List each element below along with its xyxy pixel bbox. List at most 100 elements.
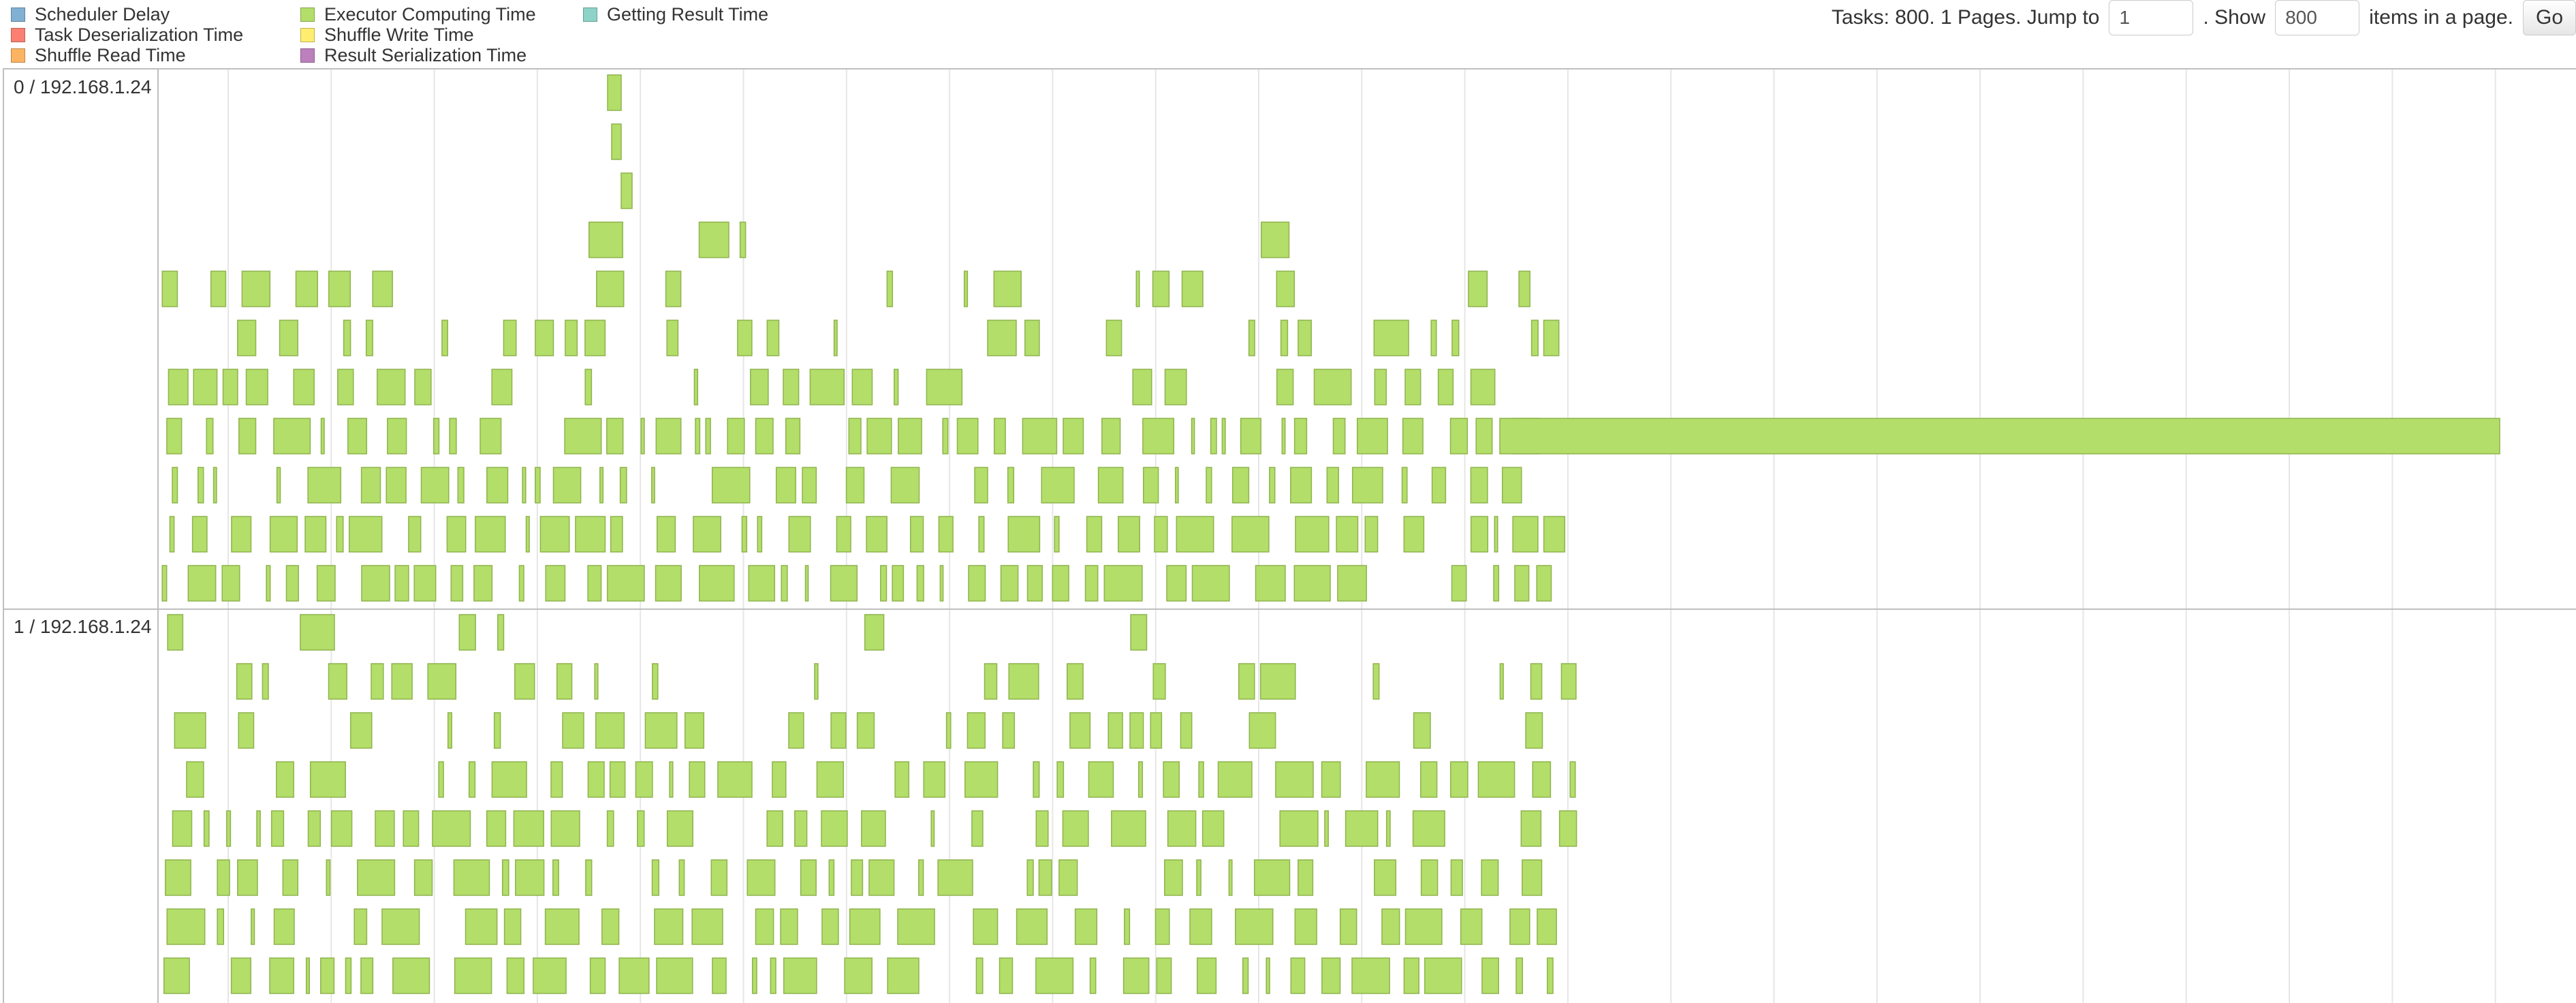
task-bar[interactable] — [1558, 810, 1577, 847]
task-bar[interactable] — [221, 565, 240, 602]
task-bar[interactable] — [1217, 761, 1253, 798]
go-button[interactable]: Go — [2523, 0, 2576, 35]
task-bar[interactable] — [372, 271, 393, 307]
task-bar[interactable] — [918, 859, 924, 896]
task-bar[interactable] — [1142, 418, 1175, 454]
task-bar[interactable] — [766, 320, 780, 356]
task-bar[interactable] — [300, 614, 335, 651]
task-bar[interactable] — [506, 957, 525, 994]
task-bar[interactable] — [1276, 271, 1295, 307]
task-bar[interactable] — [550, 810, 580, 847]
task-bar[interactable] — [1364, 516, 1379, 553]
task-bar[interactable] — [971, 810, 984, 847]
task-bar[interactable] — [449, 418, 457, 454]
task-bar[interactable] — [821, 908, 839, 945]
task-bar[interactable] — [1056, 761, 1065, 798]
task-bar[interactable] — [237, 859, 258, 896]
task-bar[interactable] — [562, 712, 584, 749]
task-bar[interactable] — [856, 712, 875, 749]
task-bar[interactable] — [1293, 418, 1308, 454]
task-bar[interactable] — [693, 369, 699, 405]
task-bar[interactable] — [165, 859, 191, 896]
task-bar[interactable] — [1063, 418, 1084, 454]
task-bar[interactable] — [336, 516, 344, 553]
task-bar[interactable] — [785, 418, 801, 454]
task-bar[interactable] — [503, 320, 517, 356]
task-bar[interactable] — [1248, 712, 1276, 749]
task-bar[interactable] — [197, 467, 204, 504]
task-bar[interactable] — [1537, 908, 1557, 945]
task-bar[interactable] — [621, 172, 633, 209]
task-bar[interactable] — [564, 418, 602, 454]
task-bar[interactable] — [433, 418, 440, 454]
task-bar[interactable] — [166, 418, 183, 454]
task-bar[interactable] — [866, 516, 888, 553]
task-bar[interactable] — [1543, 516, 1566, 553]
task-bar[interactable] — [213, 467, 217, 504]
task-bar[interactable] — [861, 810, 886, 847]
task-bar[interactable] — [413, 565, 437, 602]
task-bar[interactable] — [1164, 859, 1183, 896]
task-bar[interactable] — [387, 418, 407, 454]
task-bar[interactable] — [606, 418, 624, 454]
task-bar[interactable] — [851, 369, 873, 405]
task-bar[interactable] — [320, 957, 335, 994]
task-bar[interactable] — [999, 957, 1014, 994]
task-bar[interactable] — [1543, 320, 1560, 356]
task-bar[interactable] — [1111, 810, 1146, 847]
task-bar[interactable] — [588, 221, 623, 258]
task-bar[interactable] — [1569, 761, 1576, 798]
task-bar[interactable] — [1101, 418, 1121, 454]
task-bar[interactable] — [993, 271, 1022, 307]
task-bar[interactable] — [964, 761, 999, 798]
task-bar[interactable] — [727, 418, 745, 454]
task-bar[interactable] — [187, 565, 217, 602]
task-bar[interactable] — [1035, 810, 1049, 847]
task-bar[interactable] — [678, 859, 685, 896]
task-bar[interactable] — [1007, 516, 1041, 553]
task-bar[interactable] — [666, 810, 693, 847]
task-bar[interactable] — [654, 908, 684, 945]
task-bar[interactable] — [1259, 663, 1296, 700]
task-bar[interactable] — [1336, 516, 1359, 553]
task-bar[interactable] — [226, 810, 232, 847]
task-bar[interactable] — [1403, 516, 1425, 553]
task-bar[interactable] — [894, 761, 910, 798]
task-bar[interactable] — [775, 467, 796, 504]
task-bar[interactable] — [236, 663, 253, 700]
task-bar[interactable] — [780, 908, 798, 945]
task-bar[interactable] — [1174, 467, 1179, 504]
task-bar[interactable] — [1275, 761, 1314, 798]
task-bar[interactable] — [589, 957, 606, 994]
task-bar[interactable] — [930, 810, 935, 847]
task-bar[interactable] — [493, 712, 501, 749]
task-bar[interactable] — [1532, 761, 1552, 798]
task-bar[interactable] — [804, 565, 809, 602]
task-bar[interactable] — [757, 516, 763, 553]
task-bar[interactable] — [550, 761, 563, 798]
task-bar[interactable] — [1026, 859, 1034, 896]
task-bar[interactable] — [699, 565, 735, 602]
task-bar[interactable] — [486, 810, 507, 847]
task-bar[interactable] — [316, 565, 336, 602]
task-bar[interactable] — [1255, 565, 1286, 602]
task-bar[interactable] — [1373, 320, 1409, 356]
task-bar[interactable] — [788, 712, 804, 749]
task-bar[interactable] — [345, 957, 352, 994]
task-bar[interactable] — [1137, 761, 1144, 798]
task-bar[interactable] — [666, 320, 679, 356]
task-bar[interactable] — [1420, 761, 1438, 798]
task-bar[interactable] — [1536, 565, 1552, 602]
task-bar[interactable] — [458, 614, 476, 651]
task-bar[interactable] — [652, 663, 659, 700]
task-bar[interactable] — [432, 810, 471, 847]
task-bar[interactable] — [1089, 957, 1097, 994]
task-bar[interactable] — [371, 663, 384, 700]
task-bar[interactable] — [501, 859, 509, 896]
task-bar[interactable] — [975, 957, 984, 994]
task-bar[interactable] — [169, 516, 175, 553]
task-bar[interactable] — [408, 516, 422, 553]
task-bar[interactable] — [427, 663, 457, 700]
task-bar[interactable] — [584, 369, 593, 405]
task-bar[interactable] — [963, 271, 969, 307]
